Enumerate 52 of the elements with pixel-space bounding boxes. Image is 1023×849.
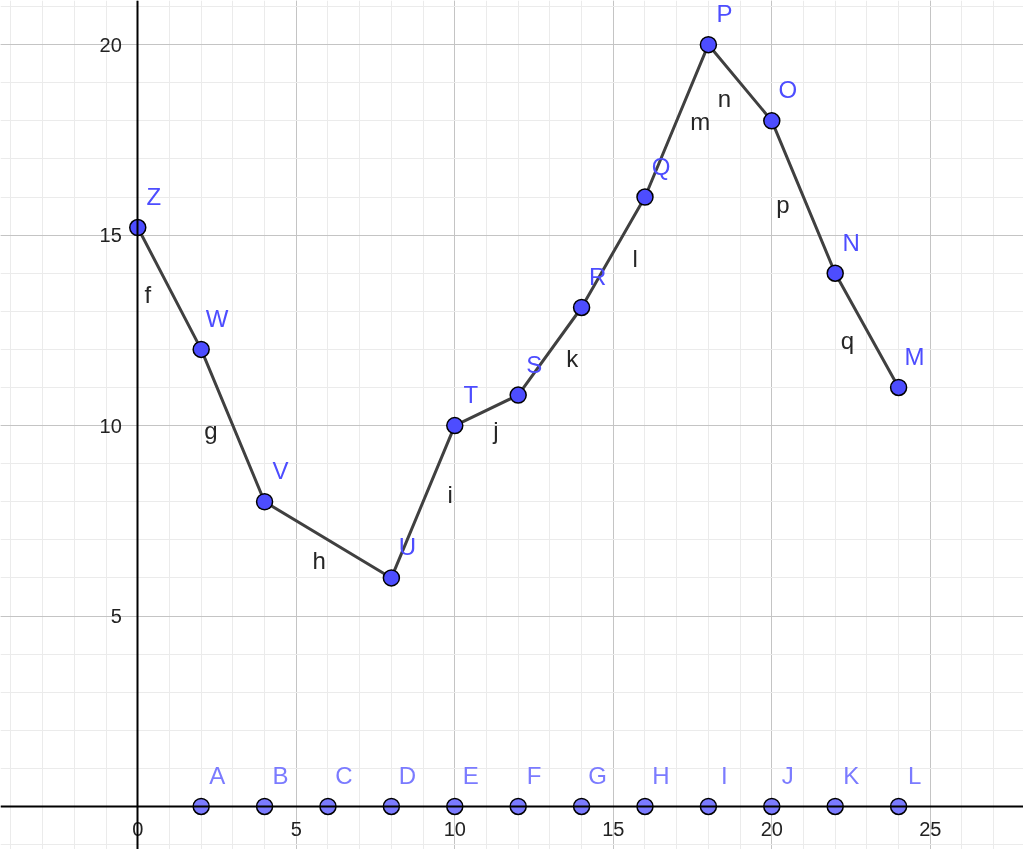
annotation: I <box>721 761 728 789</box>
point <box>446 416 464 435</box>
annotation: B <box>272 761 289 789</box>
annotation: A <box>209 761 226 789</box>
annotation: i <box>447 480 453 508</box>
x-tick-label: 25 <box>919 818 942 841</box>
annotation: D <box>398 761 417 789</box>
annotation: q <box>840 326 855 354</box>
annotation: f <box>144 280 152 308</box>
annotation: l <box>632 244 638 272</box>
annotation: W <box>205 304 229 332</box>
annotation: J <box>781 761 794 789</box>
annotation: n <box>717 84 732 112</box>
annotation: Z <box>146 183 162 211</box>
annotation: N <box>842 228 860 256</box>
annotation: F <box>526 761 542 789</box>
x-tick-label: 10 <box>443 818 466 841</box>
point <box>509 386 527 404</box>
x-tick-label: 20 <box>760 818 783 841</box>
annotation: K <box>843 761 860 789</box>
annotation: P <box>716 0 733 28</box>
y-tick-label: 20 <box>99 33 122 56</box>
y-tick-label: 10 <box>99 414 122 437</box>
point <box>572 298 591 317</box>
x-tick-label: 5 <box>290 818 302 841</box>
x-tick-label: 15 <box>602 818 625 841</box>
annotation: m <box>690 108 711 136</box>
annotation: E <box>462 761 479 789</box>
point <box>636 188 654 206</box>
annotation: p <box>776 191 790 219</box>
annotation: L <box>907 761 922 789</box>
annotation: g <box>204 416 218 444</box>
annotation: C <box>335 761 353 789</box>
annotation: H <box>652 761 670 789</box>
point <box>255 493 274 511</box>
annotation: S <box>526 350 543 378</box>
point <box>826 264 844 282</box>
point <box>382 569 401 587</box>
annotation: O <box>778 76 798 104</box>
annotation: h <box>312 546 326 574</box>
point <box>699 35 718 54</box>
annotation: M <box>904 342 925 370</box>
point <box>763 112 781 130</box>
y-tick-label: 5 <box>110 605 122 628</box>
annotation: k <box>566 344 580 372</box>
point <box>192 340 210 359</box>
y-tick-label: 15 <box>99 224 122 247</box>
point <box>889 378 908 397</box>
annotation: G <box>588 761 607 789</box>
annotation: T <box>463 381 479 409</box>
annotation: j <box>492 416 499 444</box>
annotation: V <box>272 457 289 485</box>
